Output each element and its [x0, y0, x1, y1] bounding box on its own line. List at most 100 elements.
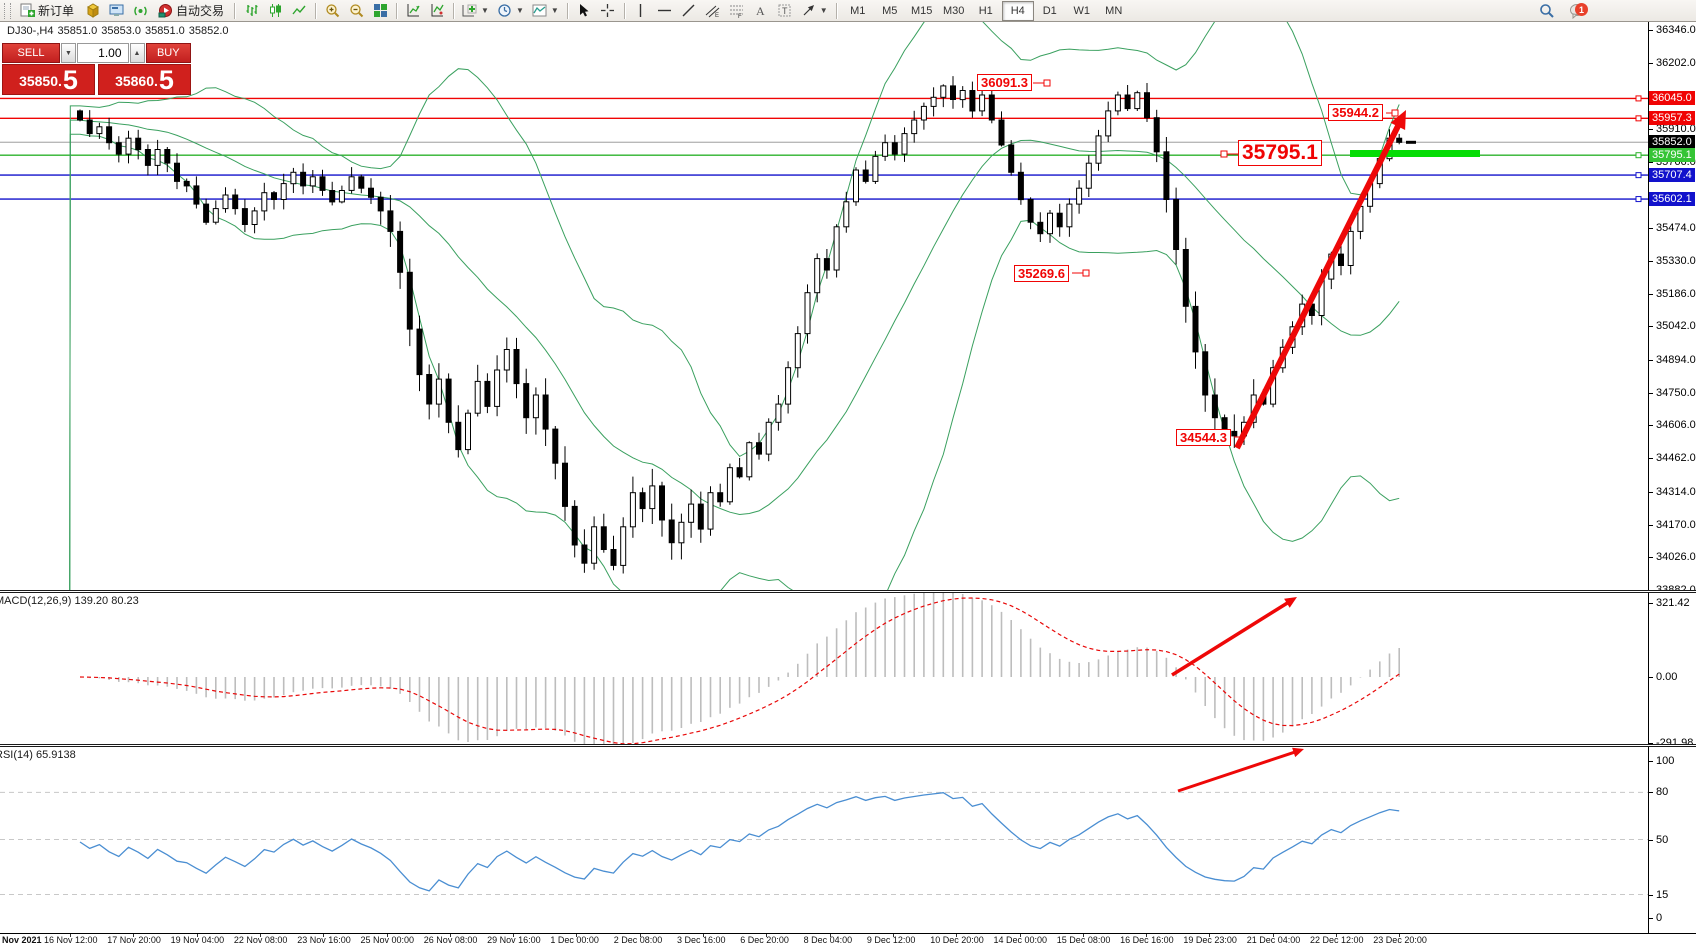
- svg-text:A: A: [756, 4, 765, 18]
- price-annotation-label[interactable]: 34544.3: [1176, 429, 1231, 446]
- trend-arrow[interactable]: [1234, 119, 1404, 450]
- zoom-in-button[interactable]: [321, 1, 343, 21]
- notifications-button[interactable]: 1: [1564, 1, 1590, 21]
- trend-arrow[interactable]: [1177, 749, 1298, 793]
- macd-histogram: [88, 593, 1400, 744]
- timeframe-button-D1[interactable]: D1: [1042, 4, 1057, 17]
- price-line-marker[interactable]: [1635, 115, 1642, 122]
- timeframe-button-W1[interactable]: W1: [1073, 4, 1090, 17]
- price-line-marker[interactable]: [1635, 152, 1642, 159]
- label-t-icon: T: [777, 3, 792, 18]
- time-axis-label: 15 Dec 08:00: [1056, 935, 1111, 945]
- time-tick: [639, 934, 641, 937]
- macd-tick: [1649, 603, 1653, 604]
- text-a-icon: A: [753, 3, 768, 18]
- timeframe-button-H1[interactable]: H1: [978, 4, 993, 17]
- new-order-button[interactable]: 新订单: [15, 1, 79, 21]
- rsi-tick: [1649, 895, 1653, 896]
- tile-windows-icon: [373, 3, 388, 18]
- terminal-button[interactable]: [105, 1, 127, 21]
- vertical-line-icon: [633, 3, 648, 18]
- buy-button[interactable]: BUY: [145, 43, 191, 63]
- cursor-icon: [576, 3, 591, 18]
- annotation-anchor[interactable]: [1082, 269, 1090, 277]
- trend-arrow[interactable]: [1171, 599, 1292, 677]
- price-line-marker[interactable]: [1635, 95, 1642, 102]
- indicator-window-button[interactable]: [426, 1, 448, 21]
- support-highlight-bar[interactable]: [1350, 150, 1480, 157]
- signals-button[interactable]: [129, 1, 151, 21]
- timeframe-button-M15[interactable]: M15: [911, 4, 933, 17]
- search-button[interactable]: [1536, 1, 1558, 21]
- time-axis-label: 8 Dec 04:00: [803, 935, 853, 945]
- horizontal-line-tool-button[interactable]: [654, 1, 676, 21]
- macd-axis[interactable]: 321.42 0.00 -291.98: [1648, 593, 1696, 749]
- tile-windows-button[interactable]: [369, 1, 391, 21]
- period-button[interactable]: ▼: [494, 1, 527, 21]
- time-axis[interactable]: Nov 2021 16 Nov 12:00 17 Nov 20:00 19 Nov 0…: [0, 933, 1696, 946]
- trendline-icon: [681, 3, 696, 18]
- add-indicator-button[interactable]: ▼: [459, 1, 492, 21]
- rsi-canvas[interactable]: [0, 747, 1648, 933]
- candlestick-chart-button[interactable]: [264, 1, 286, 21]
- time-axis-label: 9 Dec 12:00: [866, 935, 916, 945]
- text-tool-button[interactable]: A: [750, 1, 772, 21]
- price-annotation-label[interactable]: 35269.6: [1014, 265, 1069, 282]
- timeframe-button-M1[interactable]: M1: [850, 4, 866, 17]
- volume-input[interactable]: 1.00: [77, 43, 129, 63]
- panel-separator[interactable]: [0, 744, 1696, 747]
- channel-tool-button[interactable]: E: [702, 1, 724, 21]
- rsi-axis[interactable]: 100 80 50 15 0: [1648, 747, 1696, 933]
- rsi-tick: [1649, 918, 1653, 919]
- arrows-icon: [801, 3, 816, 18]
- annotation-anchor[interactable]: [1043, 79, 1051, 87]
- price-line-marker[interactable]: [1635, 172, 1642, 179]
- annotation-anchor[interactable]: [1220, 150, 1228, 158]
- cursor-tool-button[interactable]: [573, 1, 595, 21]
- volume-down-button[interactable]: ▼: [61, 43, 76, 63]
- toolbar-separator: [396, 2, 398, 19]
- data-window-button[interactable]: [402, 1, 424, 21]
- time-axis-label: 1 Dec 00:00: [550, 935, 599, 945]
- autotrading-button[interactable]: 自动交易: [153, 1, 229, 21]
- sell-button[interactable]: SELL: [2, 43, 60, 63]
- sell-price-display[interactable]: 35850. 5: [2, 64, 95, 95]
- macd-canvas[interactable]: [0, 593, 1648, 744]
- toolbar-grip[interactable]: [4, 2, 11, 19]
- notification-badge: 1: [1575, 3, 1588, 16]
- price-annotation-label[interactable]: 35944.2: [1328, 104, 1383, 121]
- vertical-line-tool-button[interactable]: [630, 1, 652, 21]
- price-line-axis-label: 35707.4: [1649, 168, 1695, 183]
- autotrading-icon: [158, 3, 173, 18]
- price-line-axis-label: 35602.1: [1649, 192, 1695, 207]
- volume-up-button[interactable]: ▲: [129, 43, 145, 63]
- price-line-marker[interactable]: [1635, 196, 1642, 203]
- price-annotation-label[interactable]: 36091.3: [977, 74, 1032, 91]
- arrows-tool-button[interactable]: ▼: [798, 1, 831, 21]
- time-axis-label: 23 Dec 20:00: [1373, 935, 1427, 945]
- trendline-tool-button[interactable]: [678, 1, 700, 21]
- price-axis[interactable]: 36346.036202.035910.035766.035474.035330…: [1648, 22, 1696, 596]
- price-annotation-label[interactable]: 35795.1: [1238, 140, 1322, 166]
- line-chart-button[interactable]: [288, 1, 310, 21]
- buy-price-display[interactable]: 35860. 5: [98, 64, 191, 95]
- macd-indicator-label: MACD(12,26,9) 139.20 80.23: [0, 595, 139, 607]
- fibonacci-tool-button[interactable]: F: [726, 1, 748, 21]
- template-button[interactable]: ▼: [529, 1, 562, 21]
- panel-separator[interactable]: [0, 590, 1696, 593]
- price-tick: [1649, 62, 1653, 64]
- time-tick: [576, 934, 578, 937]
- chart-low: 35851.0: [145, 25, 185, 37]
- toolbar-separator: [623, 2, 625, 19]
- annotation-anchor[interactable]: [1391, 109, 1399, 117]
- text-label-tool-button[interactable]: T: [774, 1, 796, 21]
- bar-chart-button[interactable]: [240, 1, 262, 21]
- price-chart-canvas[interactable]: [0, 22, 1648, 590]
- timeframe-button-M5[interactable]: M5: [882, 4, 898, 17]
- crosshair-tool-button[interactable]: [597, 1, 619, 21]
- timeframe-button-H4[interactable]: H4: [1001, 0, 1034, 21]
- timeframe-button-M30[interactable]: M30: [943, 4, 965, 17]
- zoom-out-button[interactable]: [345, 1, 367, 21]
- timeframe-button-MN[interactable]: MN: [1105, 4, 1123, 17]
- market-watch-button[interactable]: [81, 1, 103, 21]
